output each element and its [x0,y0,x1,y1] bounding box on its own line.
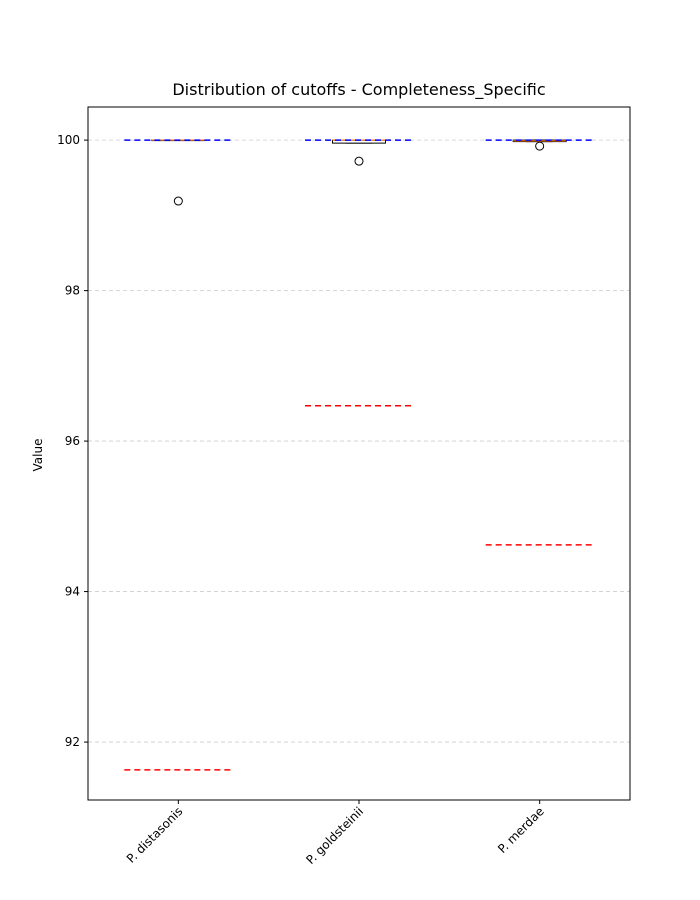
x-tick-label: P. merdae [495,804,547,856]
outlier [354,156,364,166]
y-axis-label: Value [31,439,45,472]
y-tick-label: 92 [65,735,80,749]
outlier [173,196,183,206]
plot-frame [87,106,631,801]
y-tick-label: 96 [65,434,80,448]
outlier [535,141,545,151]
y-tick-label: 100 [57,133,80,147]
y-tick-label: 98 [65,284,80,298]
x-tick-label: P. distasonis [124,804,186,866]
y-tick-label: 94 [65,585,80,599]
x-tick-label: P. goldsteinii [303,804,366,867]
chart-title: Distribution of cutoffs - Completeness_S… [172,80,545,100]
